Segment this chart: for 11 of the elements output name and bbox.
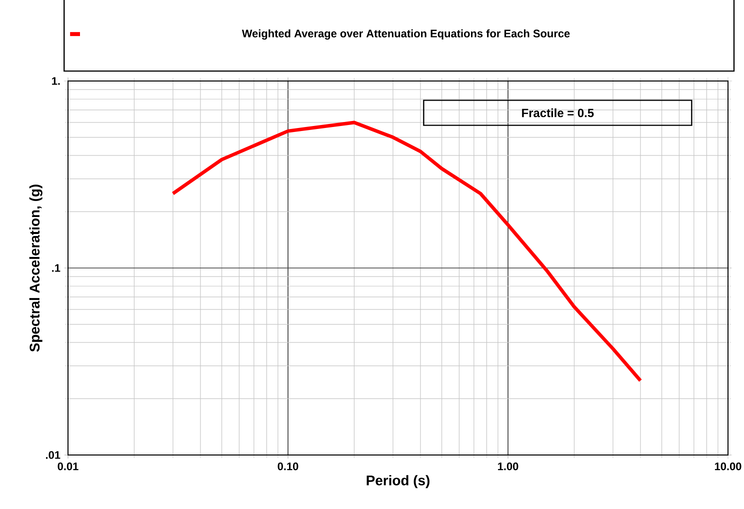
- x-tick-label: 0.01: [58, 462, 78, 470]
- y-tick-label: .1: [52, 264, 60, 272]
- x-tick-label: 0.10: [278, 462, 298, 470]
- y-tick-label: .01: [46, 451, 60, 459]
- y-axis-title: Spectral Acceleration, (g): [29, 184, 42, 352]
- text: Weighted Average over Attenuation Equations for Each Source: [242, 29, 570, 40]
- x-axis-title: Period (s): [366, 475, 430, 488]
- y-tick-label: 1.: [52, 77, 60, 85]
- annotation: Fractile = 0.5: [522, 108, 594, 118]
- x-tick-label: 10.00: [714, 462, 742, 470]
- x-tick-label: 1.00: [498, 462, 518, 470]
